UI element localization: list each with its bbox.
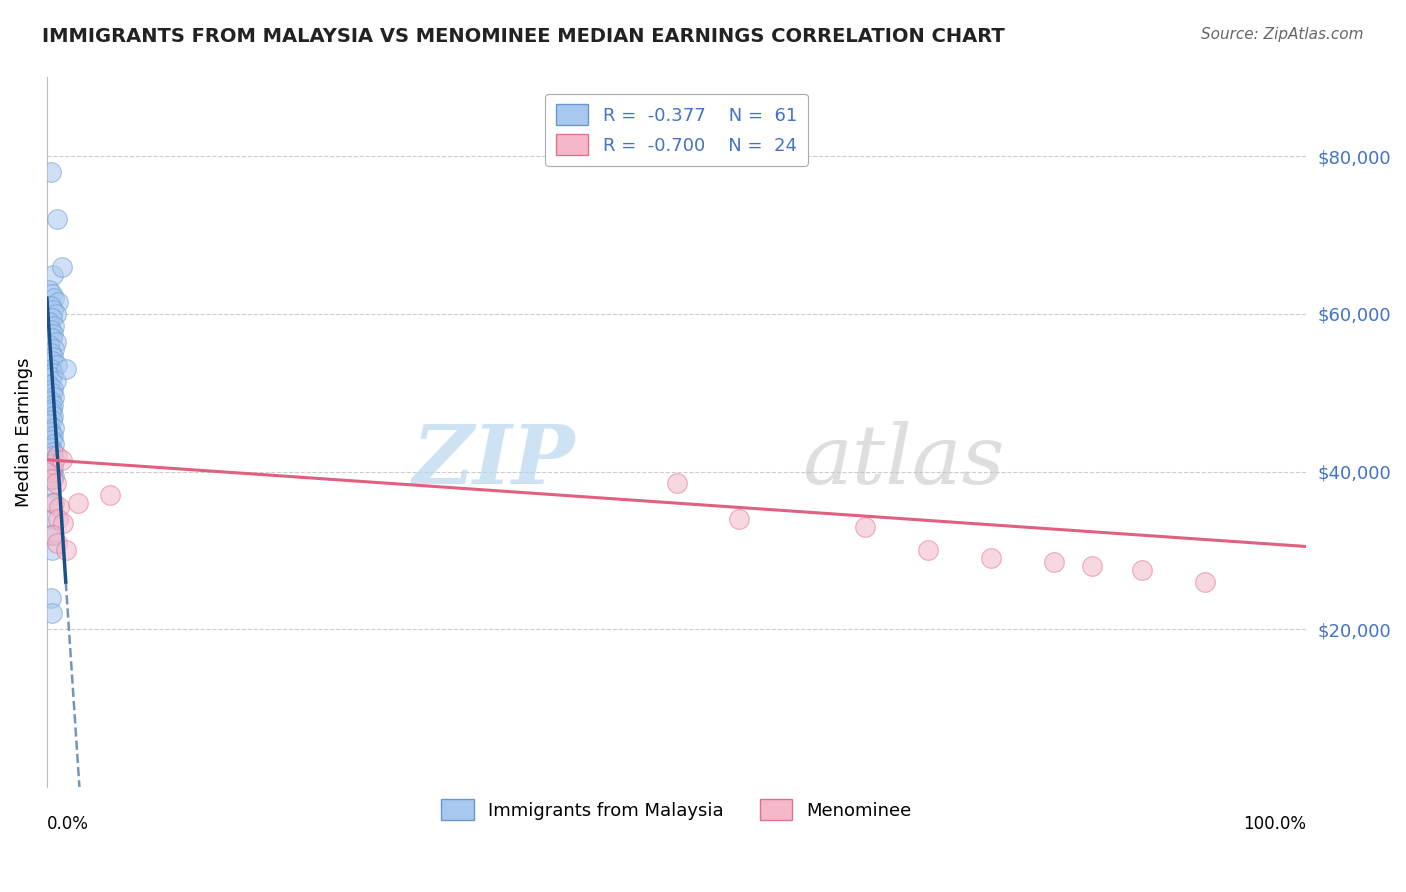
- Point: [44, 390, 66, 404]
- Text: 100.0%: 100.0%: [1243, 815, 1306, 833]
- Point: [38, 315, 60, 329]
- Point: [41, 465, 63, 479]
- Point: [48, 500, 70, 514]
- Point: [44, 318, 66, 333]
- Point: [41, 543, 63, 558]
- Point: [38, 338, 60, 352]
- Point: [41, 310, 63, 325]
- Point: [41, 607, 63, 621]
- Point: [42, 382, 65, 396]
- Legend: Immigrants from Malaysia, Menominee: Immigrants from Malaysia, Menominee: [434, 792, 920, 828]
- Point: [41, 413, 63, 427]
- Point: [46, 535, 69, 549]
- Point: [39, 457, 62, 471]
- Point: [44, 468, 66, 483]
- Point: [42, 366, 65, 380]
- Point: [42, 398, 65, 412]
- Point: [41, 473, 63, 487]
- Point: [728, 512, 751, 526]
- Point: [39, 480, 62, 494]
- Point: [45, 476, 67, 491]
- Point: [41, 385, 63, 400]
- Point: [42, 457, 65, 471]
- Point: [39, 527, 62, 541]
- Point: [44, 452, 66, 467]
- Point: [41, 287, 63, 301]
- Point: [855, 520, 877, 534]
- Point: [44, 343, 66, 357]
- Point: [55, 543, 77, 558]
- Point: [42, 326, 65, 341]
- Point: [42, 268, 65, 282]
- Point: [46, 358, 69, 372]
- Point: [55, 362, 77, 376]
- Point: [39, 299, 62, 313]
- Point: [51, 452, 73, 467]
- Point: [52, 516, 75, 530]
- Point: [42, 351, 65, 365]
- Point: [41, 433, 63, 447]
- Point: [1132, 563, 1154, 577]
- Text: Source: ZipAtlas.com: Source: ZipAtlas.com: [1201, 27, 1364, 42]
- Point: [44, 291, 66, 305]
- Point: [67, 496, 90, 510]
- Point: [1194, 574, 1216, 589]
- Point: [41, 496, 63, 510]
- Point: [39, 441, 62, 455]
- Point: [41, 354, 63, 368]
- Point: [46, 295, 69, 310]
- Point: [45, 334, 67, 349]
- Point: [38, 283, 60, 297]
- Point: [46, 449, 69, 463]
- Point: [1043, 555, 1066, 569]
- Point: [98, 488, 121, 502]
- Point: [38, 377, 60, 392]
- Point: [39, 323, 62, 337]
- Point: [39, 465, 62, 479]
- Point: [39, 591, 62, 605]
- Point: [46, 512, 69, 526]
- Text: IMMIGRANTS FROM MALAYSIA VS MENOMINEE MEDIAN EARNINGS CORRELATION CHART: IMMIGRANTS FROM MALAYSIA VS MENOMINEE ME…: [42, 27, 1005, 45]
- Point: [45, 374, 67, 388]
- Point: [45, 307, 67, 321]
- Point: [42, 445, 65, 459]
- Point: [42, 303, 65, 318]
- Point: [46, 212, 69, 227]
- Point: [42, 429, 65, 443]
- Point: [39, 362, 62, 376]
- Point: [39, 425, 62, 440]
- Point: [41, 370, 63, 384]
- Point: [44, 437, 66, 451]
- Point: [44, 421, 66, 435]
- Point: [44, 496, 66, 510]
- Point: [51, 260, 73, 274]
- Point: [42, 409, 65, 424]
- Point: [39, 405, 62, 419]
- Point: [41, 449, 63, 463]
- Point: [1081, 559, 1104, 574]
- Text: ZIP: ZIP: [413, 420, 576, 500]
- Point: [39, 346, 62, 360]
- Point: [42, 527, 65, 541]
- Point: [980, 551, 1002, 566]
- Point: [38, 417, 60, 432]
- Point: [42, 473, 65, 487]
- Point: [41, 401, 63, 416]
- Y-axis label: Median Earnings: Median Earnings: [15, 358, 32, 507]
- Text: atlas: atlas: [803, 420, 1005, 500]
- Point: [42, 512, 65, 526]
- Point: [42, 460, 65, 475]
- Point: [665, 476, 688, 491]
- Point: [41, 330, 63, 344]
- Text: 0.0%: 0.0%: [46, 815, 89, 833]
- Point: [917, 543, 939, 558]
- Point: [39, 165, 62, 179]
- Point: [39, 393, 62, 408]
